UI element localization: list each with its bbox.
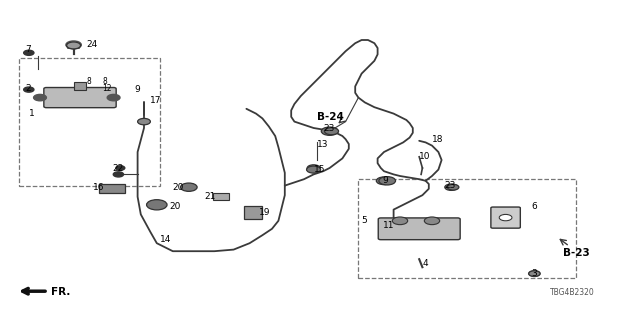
Text: 18: 18 xyxy=(432,135,444,144)
Text: 19: 19 xyxy=(259,208,271,217)
Text: B-23: B-23 xyxy=(563,248,590,258)
Circle shape xyxy=(34,94,46,101)
Text: 9: 9 xyxy=(134,85,140,94)
Circle shape xyxy=(324,128,339,135)
Text: 2: 2 xyxy=(26,84,31,92)
Bar xyxy=(358,179,576,278)
Circle shape xyxy=(376,177,392,185)
Circle shape xyxy=(147,200,167,210)
Circle shape xyxy=(499,214,512,221)
Text: 12: 12 xyxy=(102,84,112,92)
Text: 11: 11 xyxy=(383,221,394,230)
Text: 20: 20 xyxy=(173,183,184,192)
Circle shape xyxy=(447,184,459,190)
Circle shape xyxy=(138,118,150,125)
Circle shape xyxy=(67,42,81,49)
Text: 5: 5 xyxy=(362,216,367,225)
Text: B-24: B-24 xyxy=(317,112,344,122)
Circle shape xyxy=(113,172,124,177)
Bar xyxy=(212,193,229,200)
FancyBboxPatch shape xyxy=(378,218,460,240)
Bar xyxy=(99,184,125,193)
Text: 16: 16 xyxy=(93,183,104,192)
Text: 14: 14 xyxy=(160,236,172,244)
Bar xyxy=(74,83,86,91)
Text: 24: 24 xyxy=(86,40,98,49)
Circle shape xyxy=(424,217,440,225)
Text: 6: 6 xyxy=(531,202,537,211)
Bar xyxy=(244,206,262,219)
Text: TBG4B2320: TBG4B2320 xyxy=(550,288,595,297)
Text: 15: 15 xyxy=(314,165,325,174)
Text: 1: 1 xyxy=(29,109,35,118)
Circle shape xyxy=(24,87,34,92)
Circle shape xyxy=(529,271,540,276)
Circle shape xyxy=(307,165,320,171)
Text: 23: 23 xyxy=(323,124,335,132)
Circle shape xyxy=(180,183,197,191)
Circle shape xyxy=(24,50,34,55)
Circle shape xyxy=(321,127,338,135)
Circle shape xyxy=(445,184,458,190)
Text: FR.: FR. xyxy=(51,286,70,297)
Text: 10: 10 xyxy=(419,152,431,161)
Text: 3: 3 xyxy=(531,269,537,278)
Circle shape xyxy=(529,271,540,276)
Text: 17: 17 xyxy=(150,96,162,105)
Text: 8: 8 xyxy=(102,77,107,86)
Circle shape xyxy=(392,217,408,225)
Circle shape xyxy=(107,94,120,101)
Text: 9: 9 xyxy=(383,176,388,185)
Text: 20: 20 xyxy=(170,202,181,211)
Text: 4: 4 xyxy=(422,260,428,268)
Circle shape xyxy=(379,177,396,185)
Text: 8: 8 xyxy=(86,77,91,86)
Circle shape xyxy=(307,166,321,173)
Text: 22: 22 xyxy=(112,164,124,172)
Circle shape xyxy=(116,166,125,170)
Bar xyxy=(19,58,160,186)
Text: 13: 13 xyxy=(317,140,328,148)
FancyBboxPatch shape xyxy=(44,88,116,108)
Text: 7: 7 xyxy=(26,45,31,54)
Text: 21: 21 xyxy=(205,192,216,201)
FancyBboxPatch shape xyxy=(491,207,520,228)
Text: 23: 23 xyxy=(445,181,456,190)
